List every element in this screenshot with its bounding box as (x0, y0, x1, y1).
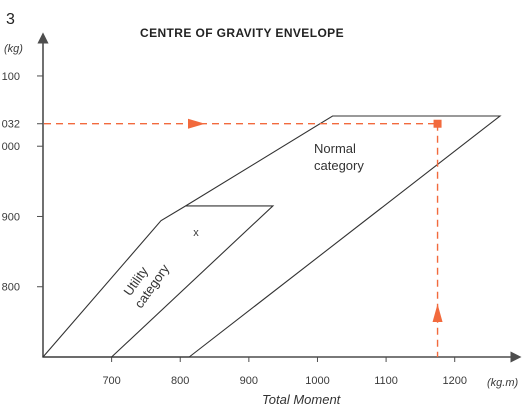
figure-number: 3 (6, 11, 15, 28)
x-axis-unit: (kg.m) (487, 377, 519, 389)
example-point (433, 119, 442, 128)
envelope-normal (41, 115, 502, 358)
envelopes: x (41, 115, 502, 358)
y-ticks: 800 900 000 032 100 (2, 71, 43, 294)
right-arrow-head (188, 118, 205, 129)
normal-label-line: Normal (314, 141, 356, 156)
y-tick-label: 100 (2, 71, 20, 83)
x-axis-label: Total Moment (262, 392, 342, 407)
up-arrow-head (432, 304, 443, 322)
normal-label-line: category (314, 158, 364, 173)
envelope-utility (111, 205, 275, 358)
normal-category-label: Normal category (314, 141, 364, 173)
cross-marker: x (193, 227, 199, 239)
x-tick-label: 1000 (305, 375, 329, 387)
x-tick-label: 700 (102, 375, 120, 387)
example-lines (44, 118, 443, 357)
x-tick-label: 1100 (374, 375, 398, 387)
x-tick-label: 800 (171, 375, 189, 387)
x-ticks: 700 800 900 1000 1100 1200 (102, 357, 467, 387)
y-tick-label: 800 (2, 282, 20, 294)
y-tick-label: 000 (2, 141, 20, 153)
chart-title: CENTRE OF GRAVITY ENVELOPE (140, 26, 344, 40)
y-tick-label: 900 (2, 211, 20, 223)
x-tick-label: 1200 (442, 375, 466, 387)
x-tick-label: 900 (240, 375, 258, 387)
y-axis-unit: (kg) (4, 43, 23, 55)
y-tick-label: 032 (2, 119, 20, 131)
